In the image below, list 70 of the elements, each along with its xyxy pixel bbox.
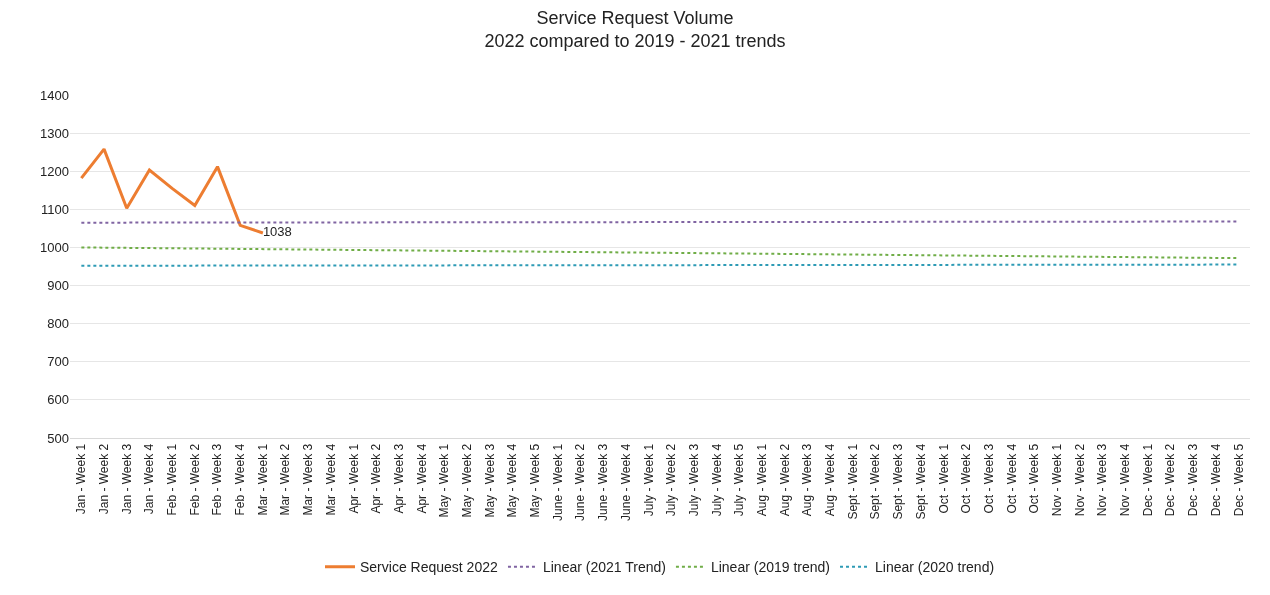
legend-label: Linear (2019 trend) (710, 559, 831, 576)
x-tick-label: Dec - Week 1 (1140, 443, 1155, 517)
x-tick-label: May - Week 3 (482, 443, 497, 518)
x-tick-label: July - Week 2 (664, 443, 679, 517)
data-label: 1038 (262, 224, 292, 240)
x-tick-label: Aug - Week 4 (823, 443, 838, 517)
y-tick-label: 800 (47, 316, 69, 332)
x-tick-label: Sept - Week 3 (891, 443, 906, 520)
x-tick-label: Jan - Week 2 (96, 443, 111, 515)
x-tick-label: Nov - Week 4 (1118, 443, 1133, 517)
x-tick-label: Nov - Week 3 (1095, 443, 1110, 517)
x-tick-label: Dec - Week 3 (1186, 443, 1201, 517)
x-tick-label: Feb - Week 2 (187, 443, 202, 516)
x-tick-label: May - Week 4 (505, 443, 520, 518)
x-tick-label: Feb - Week 3 (210, 443, 225, 516)
x-tick-label: June - Week 3 (596, 443, 611, 521)
x-tick-label: Oct - Week 1 (936, 443, 951, 514)
y-tick-label: 1100 (41, 201, 69, 217)
legend-label: Service Request 2022 (360, 559, 498, 576)
x-tick-label: Dec - Week 2 (1163, 443, 1178, 517)
y-tick-label: 1300 (40, 125, 69, 141)
x-tick-label: Dec - Week 5 (1231, 443, 1246, 517)
x-tick-label: Apr - Week 4 (414, 443, 429, 514)
x-tick-label: Feb - Week 4 (233, 443, 248, 516)
x-tick-label: Apr - Week 1 (346, 443, 361, 514)
x-tick-label: May - Week 2 (460, 443, 475, 518)
x-tick-label: Sept - Week 1 (845, 443, 860, 520)
chart-subtitle: 2022 compared to 2019 - 2021 trends (484, 31, 786, 52)
y-tick-label: 1200 (40, 163, 69, 179)
x-tick-label: Oct - Week 2 (959, 443, 974, 514)
x-tick-label: Apr - Week 2 (369, 443, 384, 514)
legend-label: Linear (2020 trend) (875, 559, 995, 576)
x-tick-label: June - Week 1 (550, 443, 565, 521)
x-tick-label: Aug - Week 2 (777, 443, 792, 517)
x-tick-label: Jan - Week 3 (119, 443, 134, 515)
x-tick-label: Nov - Week 2 (1072, 443, 1087, 517)
x-tick-label: May - Week 5 (528, 443, 543, 518)
x-tick-label: Mar - Week 2 (278, 443, 293, 516)
x-tick-label: Dec - Week 4 (1208, 443, 1223, 517)
y-tick-label: 900 (47, 278, 69, 294)
y-tick-label: 600 (47, 392, 69, 408)
x-tick-label: Oct - Week 5 (1027, 443, 1042, 514)
y-tick-label: 1000 (40, 239, 69, 255)
x-tick-label: Mar - Week 3 (301, 443, 316, 516)
x-tick-label: Sept - Week 2 (868, 443, 883, 520)
x-tick-label: Jan - Week 4 (142, 443, 157, 515)
x-tick-label: Jan - Week 1 (74, 443, 89, 515)
y-tick-label: 500 (47, 430, 69, 446)
x-tick-label: May - Week 1 (437, 443, 452, 518)
legend-label: Linear (2021 Trend) (542, 559, 666, 576)
x-tick-label: Mar - Week 4 (323, 443, 338, 516)
x-tick-label: Feb - Week 1 (165, 443, 180, 516)
x-tick-label: Apr - Week 3 (391, 443, 406, 514)
line-series (79, 147, 265, 235)
x-tick-label: Oct - Week 4 (1004, 443, 1019, 514)
x-tick-label: July - Week 4 (709, 443, 724, 517)
x-tick-label: Oct - Week 3 (981, 443, 996, 514)
x-tick-label: Aug - Week 1 (755, 443, 770, 517)
x-tick-label: June - Week 2 (573, 443, 588, 521)
x-tick-label: July - Week 3 (686, 443, 701, 517)
y-tick-label: 700 (47, 354, 69, 370)
x-tick-label: July - Week 1 (641, 443, 656, 517)
x-tick-label: Mar - Week 1 (255, 443, 270, 516)
x-tick-label: Aug - Week 3 (800, 443, 815, 517)
x-tick-label: Sept - Week 4 (913, 443, 928, 520)
x-tick-label: June - Week 4 (618, 443, 633, 521)
x-tick-label: July - Week 5 (732, 443, 747, 517)
y-tick-label: 1400 (40, 87, 69, 103)
x-tick-label: Nov - Week 1 (1050, 443, 1065, 517)
chart-title: Service Request Volume (536, 7, 734, 28)
